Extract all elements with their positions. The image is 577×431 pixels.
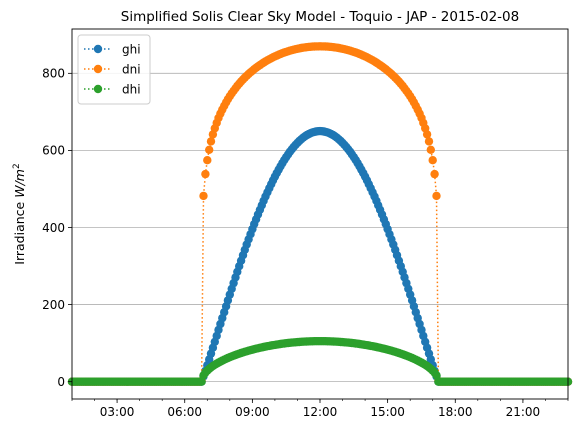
y-tick-label-0: 0	[57, 375, 65, 389]
x-tick-label-0: 03:00	[100, 405, 135, 419]
data-point-dni	[201, 169, 210, 179]
data-point-dni	[205, 145, 214, 154]
legend-label-dni: dni	[122, 62, 141, 76]
x-tick-label-6: 21:00	[506, 405, 541, 419]
data-point-dhi	[197, 377, 206, 386]
data-point-dni	[432, 191, 441, 201]
data-point-dni	[428, 156, 437, 165]
data-point-dni	[422, 130, 432, 139]
x-tick-label-1: 06:00	[167, 405, 202, 419]
series-line-dhi	[72, 340, 568, 383]
grid	[72, 72, 568, 383]
y-axis-unit: W/m	[12, 169, 27, 198]
y-axis-unit-exponent: 2	[12, 163, 22, 169]
legend-marker-dhi	[93, 84, 103, 94]
series-ghi	[67, 126, 573, 386]
x-tick-label-5: 18:00	[438, 405, 473, 419]
data-point-dni	[203, 156, 212, 165]
y-tick-label-2: 400	[42, 221, 65, 235]
chart-title: Simplified Solis Clear Sky Model - Toqui…	[121, 9, 519, 25]
y-tick-label-1: 200	[42, 298, 65, 312]
legend-marker-dni	[93, 64, 103, 74]
legend: ghi dni dhi	[77, 34, 151, 105]
data-point-dni	[424, 137, 434, 146]
series-layer	[67, 42, 573, 386]
axis-ticks: 0 200 400 600 800 03:00 06:00 09:00 12:00 15:00 18…	[42, 67, 569, 419]
x-tick-label-4: 15:00	[370, 405, 405, 419]
data-point-dhi	[432, 371, 441, 380]
legend-label-ghi: ghi	[122, 42, 141, 56]
series-dhi	[67, 337, 573, 386]
y-axis-label-text: Irradiance	[12, 201, 27, 264]
data-point-dni	[426, 145, 435, 154]
legend-label-dhi: dhi	[122, 82, 141, 96]
data-point-dni	[199, 191, 208, 201]
legend-marker-ghi	[93, 44, 103, 54]
y-tick-label-4: 800	[42, 67, 65, 81]
data-point-dni	[430, 169, 439, 179]
x-tick-label-3: 12:00	[303, 405, 338, 419]
x-tick-label-2: 09:00	[235, 405, 270, 419]
y-axis-label: Irradiance W/m2	[12, 163, 27, 264]
y-tick-label-3: 600	[42, 144, 65, 158]
data-point-dni	[206, 137, 216, 146]
